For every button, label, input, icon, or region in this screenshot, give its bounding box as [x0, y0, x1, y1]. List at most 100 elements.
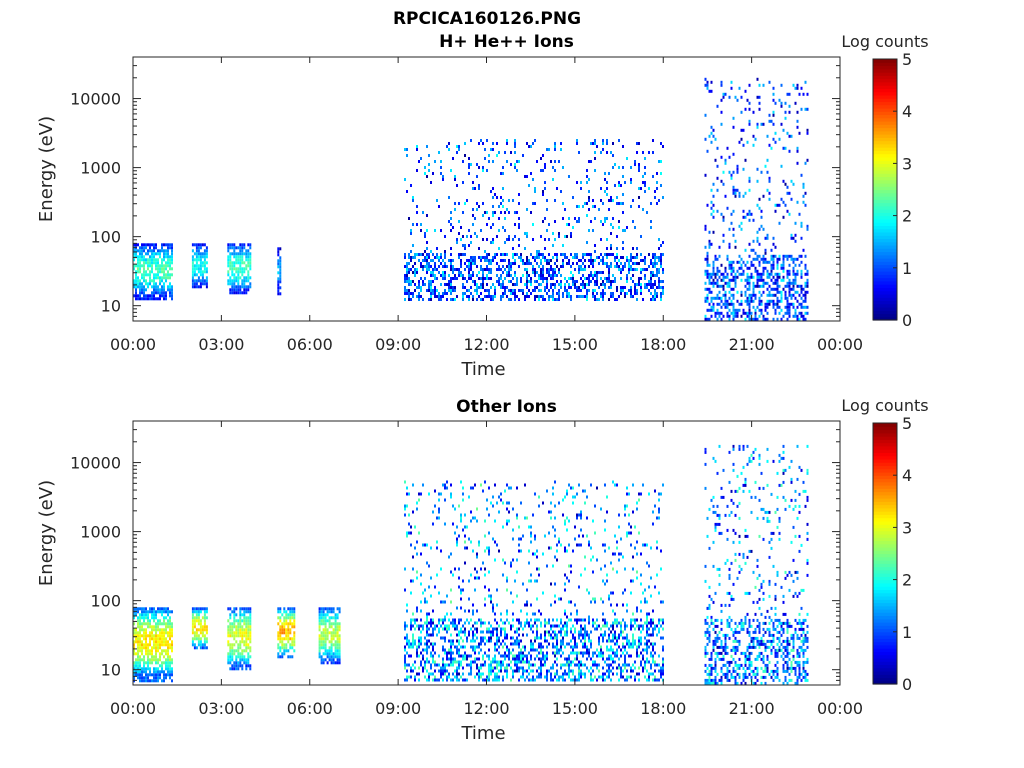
data-cell: [157, 252, 159, 256]
data-cell: [520, 277, 522, 280]
data-cell: [544, 217, 546, 220]
data-cell: [804, 293, 807, 297]
data-cell: [522, 669, 524, 673]
data-cell: [193, 634, 196, 638]
data-cell: [514, 639, 516, 643]
data-cell: [638, 262, 640, 265]
data-cell: [322, 616, 325, 620]
data-cell: [440, 600, 442, 604]
data-cell: [788, 290, 791, 294]
data-cell: [450, 639, 452, 643]
data-cell: [632, 295, 634, 298]
data-cell: [546, 651, 548, 655]
data-cell: [243, 607, 246, 611]
data-cell: [768, 275, 771, 279]
data-cell: [492, 211, 494, 214]
data-cell: [452, 226, 454, 229]
data-cell: [470, 268, 472, 271]
data-cell: [516, 627, 518, 631]
data-cell: [616, 247, 618, 250]
data-cell: [135, 294, 137, 298]
data-cell: [458, 648, 460, 652]
data-cell: [540, 642, 542, 646]
data-cell: [410, 283, 412, 286]
data-cell: [636, 298, 638, 301]
data-cell: [410, 250, 412, 253]
data-cell: [133, 661, 135, 665]
data-cell: [476, 274, 478, 277]
data-cell: [630, 178, 632, 181]
data-cell: [526, 268, 528, 271]
data-cell: [149, 670, 151, 674]
data-cell: [540, 295, 542, 298]
data-cell: [480, 672, 482, 676]
data-cell: [243, 649, 246, 653]
data-cell: [452, 678, 454, 682]
data-cell: [233, 264, 236, 268]
colorbar-segment: [873, 205, 897, 210]
data-cell: [141, 616, 143, 620]
data-cell: [588, 160, 590, 163]
data-cell: [460, 606, 462, 610]
data-cell: [722, 233, 725, 237]
data-cell: [540, 268, 542, 271]
data-cell: [161, 634, 163, 638]
data-cell: [448, 286, 450, 289]
data-cell: [422, 298, 424, 301]
data-cell: [424, 235, 426, 238]
data-cell: [133, 673, 135, 677]
data-cell: [199, 243, 202, 247]
data-cell: [774, 278, 777, 282]
data-cell: [504, 217, 506, 220]
data-cell: [802, 248, 805, 252]
data-cell: [424, 543, 426, 547]
data-cell: [552, 166, 554, 169]
data-cell: [155, 631, 157, 635]
data-cell: [291, 607, 294, 611]
data-cell: [704, 227, 707, 231]
data-cell: [580, 259, 582, 262]
data-cell: [450, 645, 452, 649]
data-cell: [582, 256, 584, 259]
data-cell: [748, 281, 751, 285]
data-cell: [512, 636, 514, 640]
data-cell: [137, 661, 139, 665]
data-cell: [243, 243, 246, 247]
data-cell: [440, 298, 442, 301]
data-cell: [562, 292, 564, 295]
data-cell: [243, 282, 246, 286]
data-cell: [540, 645, 542, 649]
data-cell: [139, 661, 141, 665]
data-cell: [424, 265, 426, 268]
data-cell: [432, 642, 434, 646]
data-cell: [496, 675, 498, 679]
data-cell: [404, 504, 406, 508]
data-cell: [478, 651, 480, 655]
data-cell: [235, 631, 238, 635]
data-cell: [201, 243, 204, 247]
data-cell: [452, 157, 454, 160]
data-cell: [153, 607, 155, 611]
data-cell: [279, 265, 282, 269]
data-cell: [147, 634, 149, 638]
data-cell: [432, 280, 434, 283]
data-cell: [322, 661, 325, 665]
data-cell: [135, 637, 137, 641]
data-cell: [596, 292, 598, 295]
data-cell: [145, 282, 147, 286]
data-cell: [748, 296, 751, 300]
data-cell: [460, 675, 462, 679]
data-cell: [428, 621, 430, 625]
data-cell: [157, 258, 159, 262]
data-cell: [634, 262, 636, 265]
data-cell: [428, 639, 430, 643]
data-cell: [191, 613, 194, 617]
data-cell: [752, 317, 755, 321]
data-cell: [141, 625, 143, 629]
data-cell: [139, 264, 141, 268]
data-cell: [139, 664, 141, 668]
data-cell: [167, 261, 169, 265]
data-cell: [450, 292, 452, 295]
data-cell: [151, 616, 153, 620]
data-cell: [474, 280, 476, 283]
